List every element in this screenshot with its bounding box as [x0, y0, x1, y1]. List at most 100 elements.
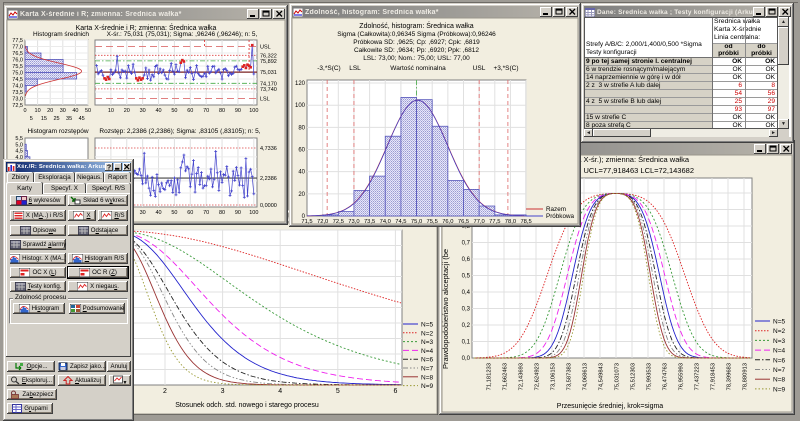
svg-text:40: 40	[155, 210, 161, 216]
svg-text:N=8: N=8	[421, 374, 433, 381]
svg-text:+3,*S(C): +3,*S(C)	[493, 65, 518, 72]
svg-text:72,5: 72,5	[333, 219, 344, 225]
svg-text:76,474763: 76,474763	[663, 363, 669, 390]
svg-text:73,106153: 73,106153	[551, 363, 557, 390]
svg-text:?: ?	[107, 164, 111, 171]
svg-text:5,5: 5,5	[15, 136, 23, 142]
svg-text:N=8: N=8	[773, 377, 785, 384]
svg-text:5: 5	[30, 116, 33, 122]
svg-text:40: 40	[72, 108, 78, 114]
svg-text:0,6: 0,6	[462, 257, 471, 263]
svg-text:72,143693: 72,143693	[519, 363, 525, 390]
svg-text:76,5: 76,5	[12, 51, 23, 57]
svg-text:60: 60	[187, 210, 193, 216]
svg-text:5: 5	[336, 388, 340, 395]
svg-text:90: 90	[235, 108, 241, 114]
svg-text:75,0: 75,0	[12, 71, 23, 77]
svg-text:100: 100	[249, 108, 258, 114]
svg-text:LSL: 73,00; Nom.: 75,00; USL:: LSL: 73,00; Nom.: 75,00; USL: 77,00	[363, 55, 470, 62]
svg-text:20: 20	[47, 108, 53, 114]
svg-text:15: 15	[41, 116, 47, 122]
svg-text:76,955993: 76,955993	[679, 363, 685, 390]
svg-text:3: 3	[221, 388, 225, 395]
svg-text:80: 80	[219, 108, 225, 114]
svg-text:76,322: 76,322	[260, 53, 277, 59]
svg-text:N=3: N=3	[421, 339, 433, 346]
svg-text:LSL: LSL	[260, 97, 270, 103]
svg-text:N=7: N=7	[421, 366, 433, 373]
svg-text:70: 70	[203, 108, 209, 114]
svg-text:75,5: 75,5	[427, 219, 438, 225]
svg-text:78,5: 78,5	[520, 219, 531, 225]
svg-text:76,5: 76,5	[458, 219, 469, 225]
svg-text:N=9: N=9	[421, 383, 433, 390]
svg-text:30: 30	[140, 210, 146, 216]
svg-text:74,0: 74,0	[12, 84, 23, 90]
svg-text:77,5: 77,5	[12, 38, 23, 44]
svg-text:72,624923: 72,624923	[535, 363, 541, 390]
svg-text:0: 0	[302, 214, 306, 220]
svg-text:80: 80	[298, 125, 305, 131]
svg-text:Zdolność, histogram: Średnica: Zdolność, histogram: Średnica wałka	[359, 21, 473, 30]
svg-text:74,5: 74,5	[395, 219, 406, 225]
svg-text:0,4: 0,4	[462, 290, 471, 296]
svg-text:4: 4	[278, 388, 282, 395]
svg-text:Karta X-średnie i R; zmienna:: Karta X-średnie i R; zmienna: Średnica w…	[76, 23, 217, 32]
svg-text:2,2386: 2,2386	[260, 176, 277, 182]
svg-text:Sigma (Całkowita):0,96345 Sigm: Sigma (Całkowita):0,96345 Sigma (Próbkow…	[337, 31, 496, 38]
svg-text:50: 50	[171, 108, 177, 114]
svg-text:77,0: 77,0	[474, 219, 485, 225]
svg-text:Wartość nominalna: Wartość nominalna	[390, 65, 446, 72]
svg-text:78,880913: 78,880913	[743, 363, 749, 390]
svg-text:45: 45	[79, 116, 85, 122]
svg-text:76,0: 76,0	[442, 219, 453, 225]
svg-text:20: 20	[298, 192, 305, 198]
svg-text:N=2: N=2	[773, 328, 785, 335]
svg-text:35: 35	[66, 116, 72, 122]
svg-text:50: 50	[85, 108, 91, 114]
svg-text:30: 30	[140, 108, 146, 114]
svg-text:Krzywe OC (Karta X-śr.); zmien: Krzywe OC (Karta X-śr.); zmienna: Średni…	[521, 155, 690, 164]
svg-text:N=3: N=3	[773, 338, 785, 345]
svg-text:USL: USL	[260, 45, 271, 51]
svg-text:6: 6	[393, 388, 397, 395]
svg-text:20: 20	[124, 108, 130, 114]
svg-text:2: 2	[163, 388, 167, 395]
svg-text:Histogram rozstępów: Histogram rozstępów	[27, 128, 88, 135]
svg-text:77,5: 77,5	[489, 219, 500, 225]
svg-text:Histogram średnich: Histogram średnich	[33, 31, 89, 38]
svg-text:74,0: 74,0	[380, 219, 391, 225]
svg-text:N=6: N=6	[421, 357, 433, 364]
svg-text:Rozstęp: 2,2386 (2,2386); Sigm: Rozstęp: 2,2386 (2,2386); Sigma: ,83105 …	[99, 128, 260, 135]
svg-text:Przesunięcie średniej, krok=si: Przesunięcie średniej, krok=sigma	[557, 403, 664, 410]
svg-text:4,5: 4,5	[15, 149, 23, 155]
svg-text:73,0: 73,0	[12, 97, 23, 103]
svg-text:-3,*S(C): -3,*S(C)	[317, 65, 340, 72]
svg-text:74,549843: 74,549843	[599, 363, 605, 390]
svg-text:N=2: N=2	[421, 330, 433, 337]
svg-text:73,587383: 73,587383	[567, 363, 573, 390]
svg-text:N=4: N=4	[421, 348, 433, 355]
svg-text:USL: USL	[473, 65, 486, 72]
svg-text:75,892: 75,892	[260, 59, 277, 65]
svg-text:Całkowite SD: ,9634; Pp: ,6920: Całkowite SD: ,9634; Pp: ,6920; Ppk: ,68…	[354, 47, 479, 54]
svg-text:0,2: 0,2	[462, 323, 471, 329]
svg-text:60: 60	[187, 108, 193, 114]
svg-text:75,5: 75,5	[12, 64, 23, 70]
svg-text:77,0: 77,0	[12, 45, 23, 51]
svg-text:0,7: 0,7	[462, 241, 471, 247]
svg-text:N=5: N=5	[421, 322, 433, 329]
svg-text:75,031073: 75,031073	[615, 363, 621, 390]
svg-text:Stosunek odch. std. nowego i s: Stosunek odch. std. nowego i starego pro…	[175, 402, 319, 409]
svg-text:75,031: 75,031	[260, 70, 277, 76]
svg-text:4,7336: 4,7336	[260, 146, 277, 152]
svg-text:Prawdopodobieństwo akceptacji: Prawdopodobieństwo akceptacji (be	[441, 249, 450, 369]
svg-text:5,0: 5,0	[15, 142, 23, 148]
svg-text:N=9: N=9	[773, 386, 785, 393]
svg-text:72,0: 72,0	[317, 219, 328, 225]
svg-text:0,0: 0,0	[462, 356, 471, 362]
svg-text:X-śr.: 75,031 (75,031); Sigma:: X-śr.: 75,031 (75,031); Sigma: ,96246 (,…	[107, 31, 258, 38]
svg-text:N=7: N=7	[773, 367, 785, 374]
svg-text:40: 40	[298, 170, 305, 176]
svg-text:75,512303: 75,512303	[631, 363, 637, 390]
